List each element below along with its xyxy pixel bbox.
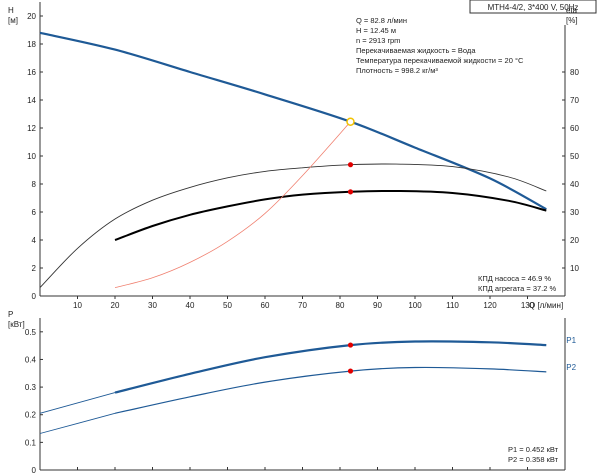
q-tick-label: 110 [446,301,459,310]
p-tick-label: 0.5 [25,328,37,337]
p-tick-label: 0.3 [25,383,37,392]
power-curve-p2 [114,366,547,414]
operating-info-line: Q = 82.8 л/мин [356,16,407,25]
q-tick-label: 80 [336,301,345,310]
h-tick-label: 14 [27,96,36,105]
h-tick-label: 6 [32,208,37,217]
q-tick-label: 120 [483,301,497,310]
p-tick-label: 0.4 [25,355,37,364]
eta-tick-label: 30 [570,208,579,217]
eta-tick-label: 60 [570,124,579,133]
chart-title-box [469,0,597,14]
y-right-unit: [%] [566,16,578,25]
eta-tick-label: 20 [570,236,579,245]
h-tick-label: 2 [32,264,37,273]
h-tick-label: 16 [27,68,36,77]
efficiency-note: КПД насоса = 46.9 % [478,274,551,283]
eta-tick-label: 50 [570,152,579,161]
operating-info-line: n = 2913 rpm [356,36,400,45]
operating-info-line: Температура перекачиваемой жидкости = 20… [356,56,524,65]
eta-tick-label: 80 [570,68,579,77]
efficiency-note: КПД агрегата = 37.2 % [478,284,556,293]
p-tick-label: 0 [32,466,37,474]
q-tick-label: 20 [111,301,120,310]
efficiency-point [347,189,354,195]
q-tick-label: 30 [148,301,157,310]
system-curve [114,121,351,288]
p-tick-label: 0.2 [25,411,37,420]
eta-tick-label: 10 [570,264,579,273]
power-curve-p1 [114,340,547,394]
duty-point [346,117,355,126]
q-tick-label: 60 [261,301,270,310]
series-label: P2 [566,363,576,372]
efficiency-point [347,162,354,168]
eta-tick-label: 40 [570,180,579,189]
unit-efficiency-curve [114,189,547,241]
chart-title: MTH4-4/2, 3*400 V, 50Hz [488,3,579,12]
q-tick-label: 100 [408,301,422,310]
h-tick-label: 18 [27,40,36,49]
head-curve [39,31,547,211]
q-tick-label: 70 [298,301,307,310]
operating-info-line: Плотность = 998.2 кг/м³ [356,66,438,75]
p-axis-label: P [8,310,13,319]
y-left-label: H [8,6,14,15]
h-tick-label: 12 [27,124,36,133]
x-axis-label: Q [л/мин] [529,301,563,310]
q-tick-label: 40 [186,301,195,310]
q-tick-label: 90 [373,301,382,310]
power-curve-extension [39,392,116,414]
h-tick-label: 8 [32,180,37,189]
operating-info-line: Перекачиваемая жидкость = Вода [356,46,476,55]
power-point [347,342,354,348]
head-curve-extension [39,32,116,51]
q-tick-label: 50 [223,301,232,310]
y-right-label: eta [566,6,578,15]
y-left-unit: [м] [8,16,18,25]
power-curve-extension [39,412,116,434]
h-tick-label: 20 [27,12,36,21]
pump-efficiency-curve [39,163,547,288]
p-axis-unit: [кВт] [8,320,25,329]
h-tick-label: 10 [27,152,36,161]
series-label: P1 [566,336,576,345]
power-point [347,368,354,374]
power-value: P2 = 0.358 кВт [508,455,559,464]
operating-info-line: H = 12.45 м [356,26,396,35]
q-tick-label: 130 [521,301,535,310]
eta-tick-label: 70 [570,96,579,105]
q-tick-label: 10 [73,301,82,310]
h-tick-label: 0 [32,292,37,301]
p-tick-label: 0.1 [25,438,37,447]
h-tick-label: 4 [32,236,37,245]
power-value: P1 = 0.452 кВт [508,445,559,454]
